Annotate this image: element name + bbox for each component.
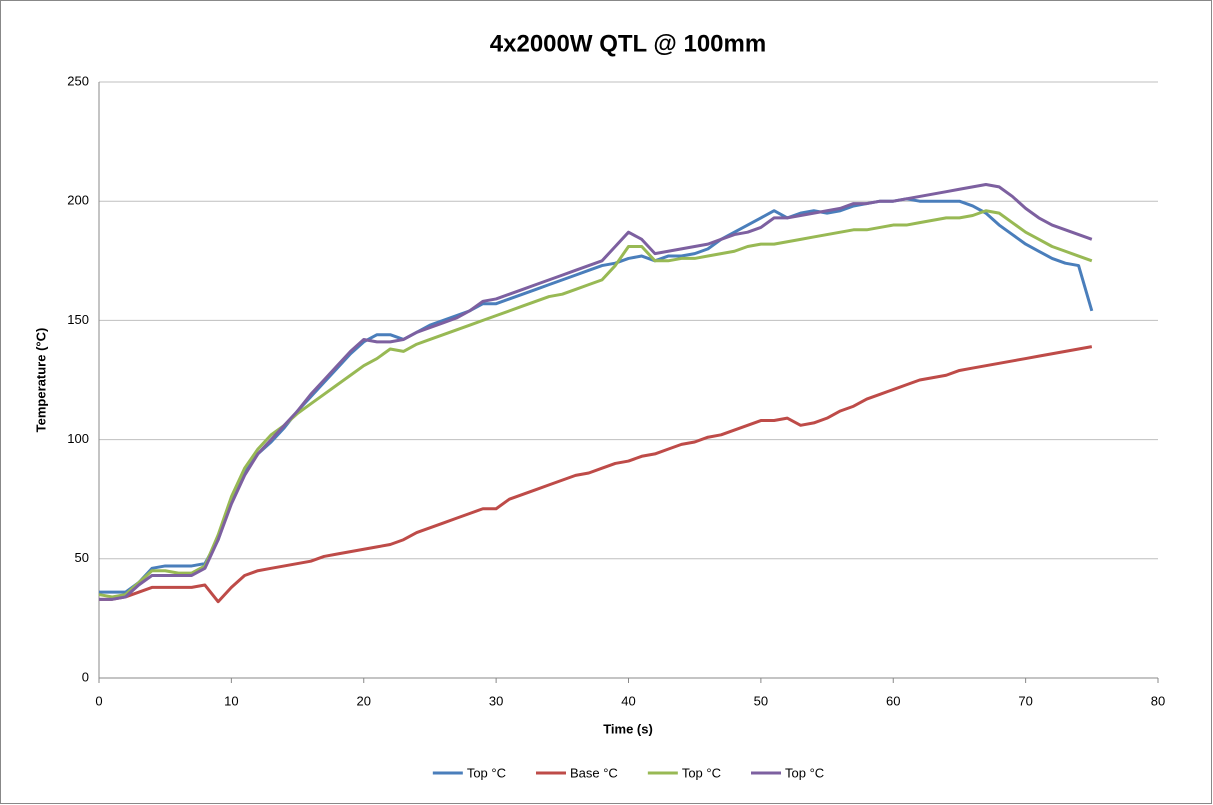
chart-title: 4x2000W QTL @ 100mm xyxy=(490,30,766,57)
y-tick-label: 50 xyxy=(75,550,89,565)
series-line xyxy=(99,345,1093,604)
y-tick-label: 100 xyxy=(67,431,89,446)
x-tick-label: 80 xyxy=(1151,693,1165,708)
y-tick-label: 200 xyxy=(67,193,89,208)
y-tick-label: 0 xyxy=(82,669,89,684)
y-tick-label: 250 xyxy=(67,73,89,88)
x-tick-label: 40 xyxy=(621,693,635,708)
x-tick-label: 50 xyxy=(754,693,768,708)
y-axis-label: Temperature (°C) xyxy=(33,328,48,433)
x-tick-label: 0 xyxy=(95,693,102,708)
series-line xyxy=(98,209,1093,599)
x-axis-label: Time (s) xyxy=(603,721,653,736)
x-tick-label: 10 xyxy=(224,693,238,708)
x-tick-label: 60 xyxy=(886,693,900,708)
legend-label: Top °C xyxy=(467,765,506,780)
x-tick-label: 30 xyxy=(489,693,503,708)
legend-label: Top °C xyxy=(785,765,824,780)
y-tick-label: 150 xyxy=(67,312,89,327)
series-line xyxy=(99,183,1093,601)
x-tick-label: 70 xyxy=(1018,693,1032,708)
x-tick-label: 20 xyxy=(357,693,371,708)
legend-label: Base °C xyxy=(570,765,618,780)
legend-label: Top °C xyxy=(682,765,721,780)
